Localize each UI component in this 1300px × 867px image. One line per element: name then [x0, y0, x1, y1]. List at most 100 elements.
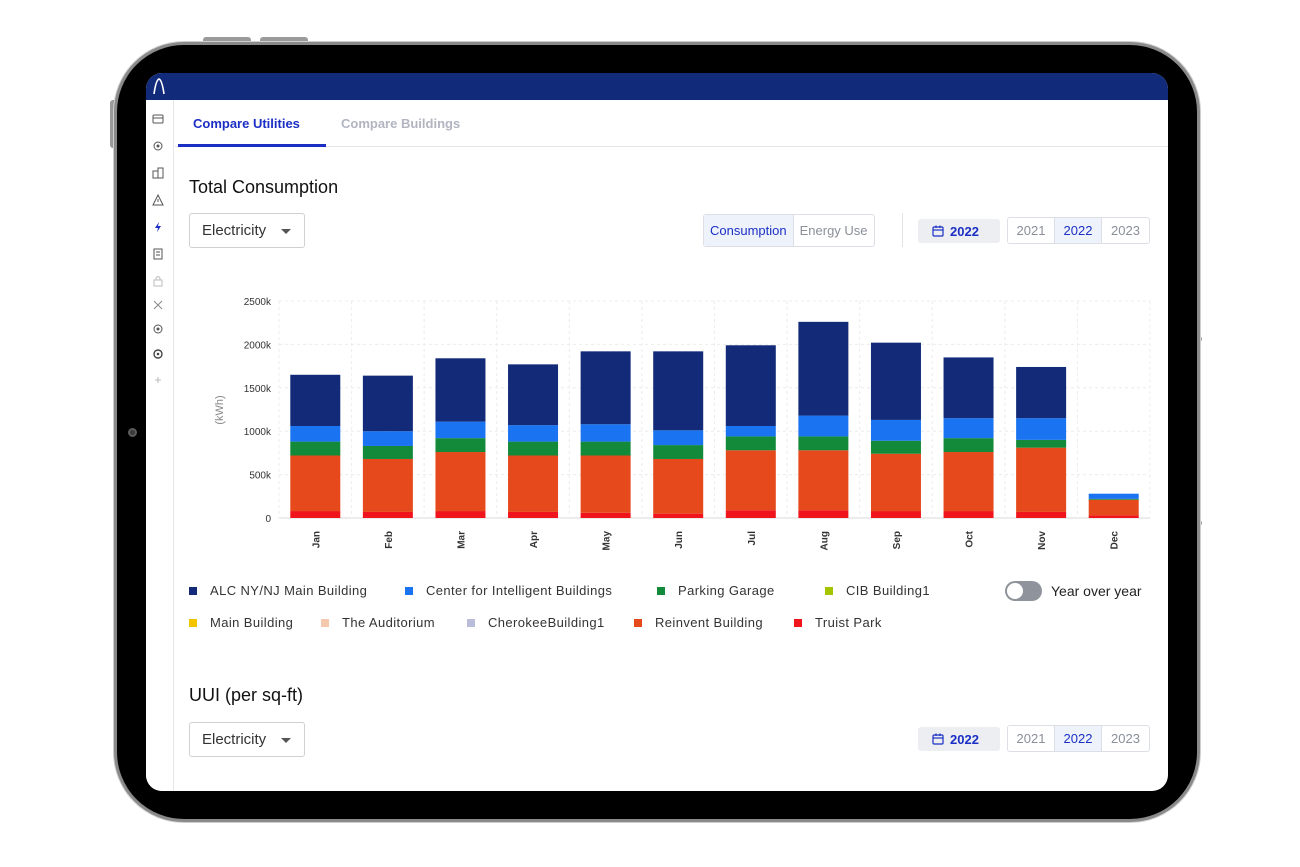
x-tick-label: Feb — [384, 531, 395, 549]
uui-year-option-2023[interactable]: 2023 — [1111, 731, 1140, 746]
bar-segment — [870, 511, 921, 518]
total-consumption-chart: 0 500k 1000k 1500k 2000k 2500k (kWh) Jan Feb Mar A… — [214, 297, 1151, 551]
buildings-icon[interactable] — [152, 166, 164, 179]
bar-segment — [653, 430, 704, 446]
bar-segment — [798, 510, 849, 518]
bar-segment — [1088, 493, 1139, 499]
bar-segment — [290, 374, 341, 426]
bar-segment — [943, 511, 994, 518]
bar-segment — [1016, 511, 1067, 518]
bar-segment — [653, 351, 704, 431]
bar-segment — [1016, 366, 1067, 419]
year-picker-button[interactable]: 2022 — [918, 219, 1000, 243]
tab-bar: Compare Utilities Compare Buildings — [175, 100, 1168, 147]
bar-segment — [870, 453, 921, 512]
lock-icon[interactable] — [152, 274, 164, 287]
target-icon[interactable] — [152, 322, 164, 334]
uui-year-option-2022[interactable]: 2022 — [1055, 726, 1102, 751]
bar-segment — [798, 321, 849, 416]
legend-swatch — [405, 587, 413, 595]
bar-segment — [653, 458, 704, 514]
device-button-top-1 — [203, 37, 251, 43]
bar-segment — [798, 436, 849, 451]
active-tab-indicator — [178, 144, 326, 147]
bar-segment — [435, 452, 486, 512]
bar-segment — [943, 418, 994, 439]
x-tick-label: Jan — [311, 531, 322, 548]
x-tick-label: May — [602, 531, 613, 551]
legend-label: CIB Building1 — [846, 583, 930, 598]
legend-label: Center for Intelligent Buildings — [426, 583, 613, 598]
bar-segment — [435, 421, 486, 439]
bar-segment — [1088, 515, 1139, 518]
utility-select[interactable]: Electricity — [189, 213, 305, 248]
year-option-2022[interactable]: 2022 — [1055, 218, 1102, 243]
total-consumption-title: Total Consumption — [189, 177, 339, 197]
main-content: Compare Utilities Compare Buildings Tota… — [175, 100, 1168, 791]
bar-segment — [580, 424, 631, 442]
tools-icon[interactable] — [152, 298, 164, 310]
legend-label: CherokeeBuilding1 — [488, 615, 605, 630]
legend-label: Parking Garage — [678, 583, 775, 598]
x-tick-label: Apr — [529, 531, 540, 548]
bar-segment — [798, 415, 849, 437]
add-icon[interactable] — [152, 373, 164, 385]
uui-year-picker-button[interactable]: 2022 — [918, 727, 1000, 751]
uui-title: UUI (per sq-ft) — [189, 685, 304, 705]
consumption-mode-button[interactable]: Consumption — [704, 215, 794, 246]
device-button-top-2 — [260, 37, 308, 43]
bar-segment — [870, 440, 921, 454]
year-option-2021[interactable]: 2021 — [1008, 218, 1055, 243]
chevron-down-icon — [281, 229, 291, 234]
uui-utility-select[interactable]: Electricity — [189, 722, 305, 757]
consumption-mode-toggle: Consumption Energy Use — [703, 214, 875, 247]
bar-segment — [943, 438, 994, 453]
legend-swatch — [189, 619, 197, 627]
device-button-side — [110, 100, 116, 148]
legend-swatch — [825, 587, 833, 595]
x-tick-label: Mar — [456, 531, 467, 549]
uui-year-picker-value: 2022 — [950, 732, 979, 747]
uui-year-option-2021[interactable]: 2021 — [1008, 726, 1055, 751]
utility-select-value: Electricity — [202, 222, 267, 239]
dashboard-icon[interactable] — [152, 112, 164, 124]
tab-compare-buildings[interactable]: Compare Buildings — [341, 116, 461, 131]
target-icon[interactable] — [152, 139, 164, 151]
legend-swatch — [467, 619, 475, 627]
bar-segment — [580, 455, 631, 513]
bar-segment — [290, 441, 341, 456]
year-selector: 2021 2022 2023 — [1007, 217, 1150, 244]
x-tick-label: Jul — [747, 531, 758, 546]
y-tick-label: 2000k — [244, 340, 272, 351]
bar-segment — [508, 364, 559, 426]
year-picker-value: 2022 — [950, 224, 979, 239]
calendar-icon — [932, 225, 944, 237]
bar-segment — [290, 511, 341, 518]
report-icon[interactable] — [152, 247, 164, 260]
y-tick-label: 500k — [249, 471, 272, 482]
year-option-2023[interactable]: 2023 — [1111, 223, 1140, 238]
energy-use-mode-button[interactable]: Energy Use — [799, 223, 868, 238]
bar-segment — [508, 425, 559, 442]
alert-icon[interactable] — [152, 193, 164, 206]
legend-label: Truist Park — [815, 615, 882, 630]
settings-icon[interactable] — [152, 347, 164, 359]
bar-segment — [1016, 418, 1067, 440]
bar-segment — [943, 452, 994, 512]
bar-segment — [290, 425, 341, 442]
year-over-year-toggle[interactable] — [1005, 581, 1042, 601]
bar-segment — [653, 445, 704, 459]
x-tick-label: Aug — [819, 531, 830, 550]
bar-segment — [580, 351, 631, 425]
bar-segment — [725, 345, 776, 426]
tab-compare-utilities[interactable]: Compare Utilities — [193, 116, 300, 131]
bar-segment — [943, 357, 994, 419]
y-tick-label: 1500k — [244, 384, 272, 395]
bar-segment — [435, 358, 486, 422]
uui-utility-select-value: Electricity — [202, 731, 267, 748]
bar-segment — [798, 450, 849, 511]
bar-segment — [435, 438, 486, 453]
bar-segment — [362, 431, 413, 446]
lightning-icon[interactable] — [152, 220, 164, 232]
y-tick-label: 0 — [265, 514, 271, 525]
